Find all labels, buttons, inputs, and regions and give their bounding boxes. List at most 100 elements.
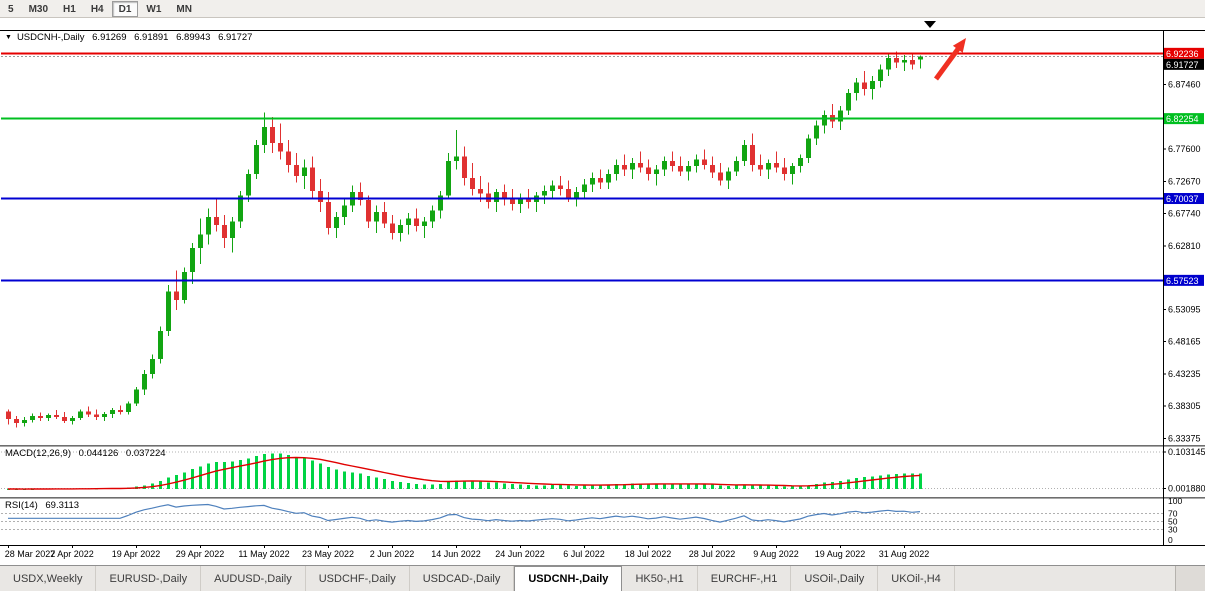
timeframe-button-h4[interactable]: H4 (90, 3, 104, 15)
timeframe-button-h1[interactable]: H1 (63, 3, 76, 15)
timeframe-button-mn[interactable]: MN (176, 3, 192, 15)
tab-usdcnh-daily[interactable]: USDCNH-,Daily (514, 566, 623, 591)
rsi-value: 69.3113 (45, 500, 80, 511)
date-label: 11 May 2022 (238, 549, 289, 559)
price-marker-6-70037 (1164, 193, 1204, 205)
macd-histogram-bar (399, 482, 402, 489)
candle-body (630, 162, 635, 170)
tab-usdchf-daily[interactable]: USDCHF-,Daily (306, 566, 410, 591)
macd-histogram-bar (719, 485, 722, 489)
pane-separator-macd[interactable] (0, 445, 1205, 447)
timeframe-button-5[interactable]: 5 (8, 3, 14, 15)
candle-body (694, 159, 699, 167)
tab-usdcad-daily[interactable]: USDCAD-,Daily (410, 566, 515, 591)
macd-histogram-bar (199, 466, 202, 489)
chart-canvas[interactable] (0, 18, 1205, 564)
candle-body (446, 160, 451, 196)
candle-body (14, 419, 19, 424)
date-label: 2 Jun 2022 (370, 549, 415, 559)
candle-body (246, 173, 251, 196)
pane-separator-rsi[interactable] (0, 497, 1205, 499)
tab-eurusd-daily[interactable]: EURUSD-,Daily (96, 566, 202, 591)
macd-histogram-bar (207, 463, 210, 489)
rsi-axis-label: 50 (1168, 517, 1178, 527)
candle-body (686, 166, 691, 172)
macd-histogram-bar (231, 461, 234, 489)
candle-body (838, 110, 843, 122)
macd-histogram-bar (559, 485, 562, 489)
trend-arrow-shaft[interactable] (933, 47, 961, 81)
time-axis-area[interactable] (0, 546, 1205, 564)
macd-axis-label: 0.103145 (1168, 447, 1205, 457)
candle-body (190, 247, 195, 273)
candle-body (718, 172, 723, 181)
tab-ukoil-h4[interactable]: UKOil-,H4 (878, 566, 955, 591)
macd-histogram-bar (527, 485, 530, 489)
trend-arrow-head[interactable] (952, 38, 966, 53)
timeframe-button-w1[interactable]: W1 (146, 3, 162, 15)
candle-body (358, 192, 363, 201)
macd-histogram-bar (727, 485, 730, 489)
candle-body (542, 190, 547, 196)
date-label: 23 May 2022 (302, 549, 354, 559)
macd-histogram-bar (743, 484, 746, 489)
tab-eurchf-h1[interactable]: EURCHF-,H1 (698, 566, 792, 591)
timeframe-button-m30[interactable]: M30 (28, 3, 49, 15)
macd-histogram-bar (247, 458, 250, 489)
timeframe-toolbar: 5 M30 H1 H4 D1 W1 MN (0, 0, 1205, 18)
macd-signal-value: 0.037224 (125, 448, 166, 459)
date-label: 28 Mar 2022 (5, 549, 56, 559)
candle-body (878, 69, 883, 82)
candle-body (414, 218, 419, 227)
price-axis-label: 6.72670 (1168, 176, 1201, 186)
macd-histogram-bar (479, 481, 482, 489)
macd-histogram-bar (487, 482, 490, 489)
macd-histogram-bar (919, 473, 922, 489)
candle-body (62, 417, 67, 422)
timeframe-button-d1[interactable]: D1 (111, 0, 139, 17)
triangle-marker[interactable] (924, 21, 936, 28)
date-label: 18 Jul 2022 (625, 549, 672, 559)
tab-audusd-daily[interactable]: AUDUSD-,Daily (201, 566, 306, 591)
tab-hk50-h1[interactable]: HK50-,H1 (622, 566, 698, 591)
candle-body (46, 415, 51, 418)
candle-body (198, 234, 203, 248)
price-axis-label: 6.48165 (1168, 337, 1201, 347)
rsi-axis-label: 0 (1168, 535, 1173, 545)
candle-body (78, 411, 83, 418)
macd-histogram-bar (583, 485, 586, 489)
candle-body (886, 58, 891, 70)
candle-body (550, 185, 555, 191)
macd-histogram-bar (671, 483, 674, 489)
macd-histogram-bar (759, 485, 762, 489)
candle-body (174, 291, 179, 301)
date-label: 6 Jul 2022 (563, 549, 605, 559)
candle-body (710, 164, 715, 173)
tab-scroll-corner[interactable] (1175, 566, 1205, 591)
candle-body (558, 185, 563, 189)
candle-body (438, 195, 443, 211)
tab-usoil-daily[interactable]: USOil-,Daily (791, 566, 879, 591)
chart-title: ▼ USDCNH-,Daily 6.91269 6.91891 6.89943 6… (5, 32, 257, 43)
candle-body (462, 156, 467, 178)
candle-body (822, 115, 827, 126)
price-axis-label: 6.77600 (1168, 144, 1201, 154)
candle-body (286, 151, 291, 165)
tab-usdx-weekly[interactable]: USDX,Weekly (0, 566, 97, 591)
candle-body (510, 198, 515, 204)
macd-histogram-bar (575, 485, 578, 489)
candle-body (30, 415, 35, 420)
price-axis-area[interactable] (1163, 30, 1205, 545)
price-axis-label: 6.62810 (1168, 241, 1201, 251)
candle-body (254, 145, 259, 174)
macd-histogram-bar (903, 473, 906, 489)
macd-histogram-bar (607, 484, 610, 489)
macd-histogram-bar (775, 485, 778, 489)
chart-dropdown-icon[interactable]: ▼ (5, 34, 12, 41)
macd-histogram-bar (551, 485, 554, 489)
macd-histogram-bar (823, 482, 826, 489)
price-axis-label: 6.53095 (1168, 304, 1201, 314)
candle-body (222, 224, 227, 238)
candle-body (806, 138, 811, 159)
